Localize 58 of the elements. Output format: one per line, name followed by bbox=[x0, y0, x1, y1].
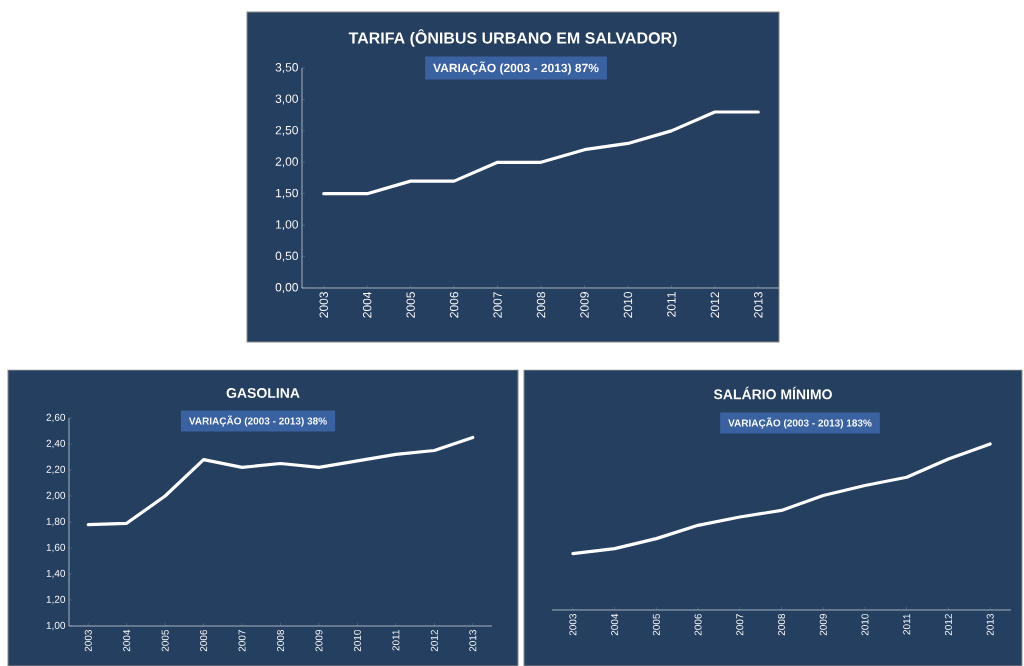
x-tick-label: 2009 bbox=[315, 630, 323, 652]
x-tick-label: 2011 bbox=[903, 614, 911, 635]
x-tick-label: 2005 bbox=[652, 613, 660, 636]
x-tick-label: 2004 bbox=[362, 291, 372, 318]
x-tick-label: 2008 bbox=[777, 613, 786, 636]
y-tick-label: 1,00 bbox=[46, 621, 66, 631]
annotation: VARIAÇÃO (2003 - 2013) 38% bbox=[188, 415, 327, 427]
y-tick-label: 1,40 bbox=[46, 569, 66, 579]
y-tick-label: 0,00 bbox=[275, 283, 299, 293]
x-tick-label: 2013 bbox=[469, 629, 477, 652]
y-tick-label: 0,50 bbox=[275, 251, 299, 262]
annotation: VARIAÇÃO (2003 - 2013) 87% bbox=[433, 61, 599, 75]
y-tick-label: 2,00 bbox=[275, 157, 299, 168]
x-tick-label: 2012 bbox=[710, 292, 720, 318]
x-tick-label: 2010 bbox=[353, 629, 361, 652]
line-series bbox=[86, 435, 475, 527]
x-tick-label: 2009 bbox=[819, 614, 827, 636]
x-tick-label: 2006 bbox=[449, 292, 459, 318]
x-tick-label: 2003 bbox=[84, 629, 92, 652]
y-tick-label: 3,00 bbox=[275, 94, 299, 105]
y-tick-label: 2,20 bbox=[46, 465, 66, 475]
text: VARIAÇÃO (2003 - 2013) 183% bbox=[728, 417, 872, 429]
x-tick-label: 2012 bbox=[944, 614, 952, 636]
line-series bbox=[322, 110, 760, 196]
x-tick-label: 2013 bbox=[754, 292, 763, 318]
chart-title: TARIFA (ÔNIBUS URBANO EM SALVADOR) bbox=[348, 29, 677, 47]
x-tick-label: 2003 bbox=[569, 613, 577, 636]
x-tick-label: 2009 bbox=[580, 292, 589, 318]
y-tick-label: 1,00 bbox=[276, 220, 299, 231]
chart-title: SALÁRIO MÍNIMO bbox=[713, 386, 832, 400]
x-tick-label: 2004 bbox=[611, 613, 619, 636]
y-tick-label: 2,50 bbox=[275, 125, 299, 136]
chart-title: GASOLINA bbox=[226, 388, 300, 398]
y-tick-label: 1,20 bbox=[46, 595, 66, 605]
y-tick-label: 1,60 bbox=[46, 543, 66, 553]
x-tick-label: 2003 bbox=[319, 292, 328, 318]
x-tick-label: 2012 bbox=[430, 630, 438, 652]
x-tick-label: 2005 bbox=[161, 629, 169, 652]
x-tick-label: 2007 bbox=[238, 630, 246, 652]
x-tick-label: 2011 bbox=[667, 292, 676, 317]
y-tick-label: 2,60 bbox=[46, 413, 66, 423]
x-tick-label: 2006 bbox=[200, 629, 208, 652]
x-tick-label: 2007 bbox=[493, 292, 502, 318]
y-tick-label: 3,50 bbox=[275, 63, 299, 73]
x-tick-label: 2006 bbox=[694, 613, 702, 636]
x-tick-label: 2008 bbox=[536, 292, 546, 318]
y-tick-label: 1,80 bbox=[46, 517, 66, 527]
x-tick-label: 2008 bbox=[276, 629, 285, 652]
x-tick-label: 2005 bbox=[406, 292, 415, 318]
x-tick-label: 2010 bbox=[623, 292, 633, 318]
x-tick-label: 2004 bbox=[123, 629, 131, 652]
y-tick-label: 2,00 bbox=[46, 491, 66, 501]
y-tick-label: 2,40 bbox=[46, 439, 66, 449]
x-tick-label: 2013 bbox=[986, 613, 994, 636]
x-tick-label: 2010 bbox=[861, 613, 869, 636]
y-tick-label: 1,50 bbox=[276, 188, 299, 199]
x-tick-label: 2007 bbox=[736, 614, 744, 636]
x-tick-label: 2011 bbox=[392, 630, 400, 651]
